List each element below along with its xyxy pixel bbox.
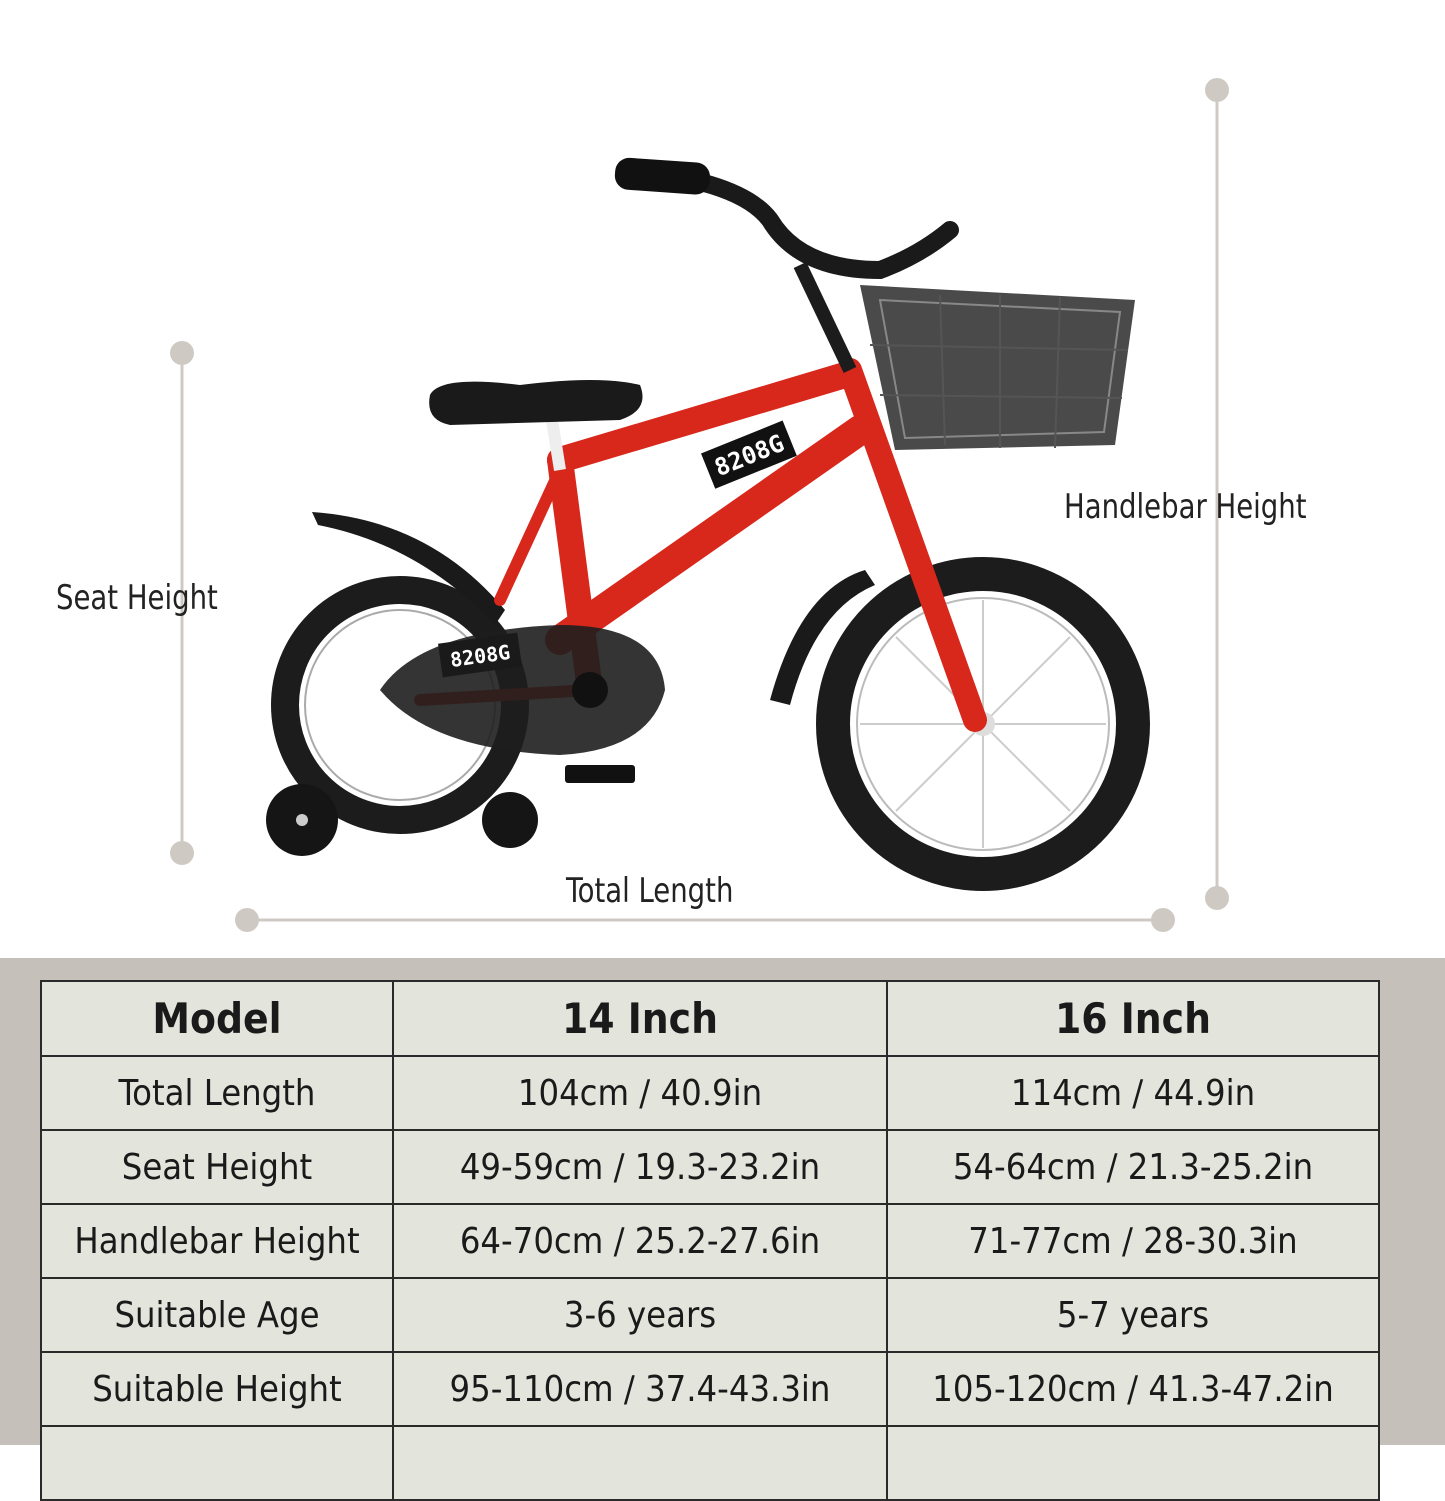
header-cell: 14 Inch — [392, 980, 888, 1057]
seat — [429, 380, 643, 425]
cell-14: 95-110cm / 37.4-43.3in — [392, 1351, 888, 1427]
seat-height-dimension-line — [170, 341, 194, 865]
handlebar-height-dimension-line — [1205, 78, 1229, 910]
product-image-area: 8208G 8208G Seat Height Handlebar Height… — [56, 78, 1307, 932]
row-label: Handlebar Height — [40, 1203, 394, 1279]
total-length-label: Total Length — [566, 871, 734, 911]
table-row: Seat Height 49-59cm / 19.3-23.2in 54-64c… — [40, 1129, 1380, 1205]
table-row: Suitable Age 3-6 years 5-7 years — [40, 1277, 1380, 1353]
total-length-dimension-line — [235, 908, 1175, 932]
empty-cell — [40, 1425, 394, 1501]
pedal — [565, 765, 635, 783]
cell-14: 3-6 years — [392, 1277, 888, 1353]
chain-guard — [380, 625, 665, 755]
spec-table: Model 14 Inch 16 Inch Total Length 104cm… — [40, 980, 1380, 1501]
table-row-cut-off — [40, 1425, 1380, 1501]
empty-cell — [392, 1425, 888, 1501]
cell-16: 71-77cm / 28-30.3in — [886, 1203, 1380, 1279]
handlebar-height-label: Handlebar Height — [1064, 487, 1307, 527]
header-cell: 16 Inch — [886, 980, 1380, 1057]
cell-14: 64-70cm / 25.2-27.6in — [392, 1203, 888, 1279]
cell-14: 49-59cm / 19.3-23.2in — [392, 1129, 888, 1205]
cell-14: 104cm / 40.9in — [392, 1055, 888, 1131]
front-fender — [770, 570, 875, 705]
cell-16: 105-120cm / 41.3-47.2in — [886, 1351, 1380, 1427]
cell-16: 54-64cm / 21.3-25.2in — [886, 1129, 1380, 1205]
cell-16: 114cm / 44.9in — [886, 1055, 1380, 1131]
table-header-row: Model 14 Inch 16 Inch — [40, 980, 1380, 1057]
header-cell: Model — [40, 980, 394, 1057]
row-label: Suitable Height — [40, 1351, 394, 1427]
seat-height-label: Seat Height — [56, 578, 218, 618]
bike-illustration: 8208G 8208G — [170, 78, 1229, 932]
row-label: Suitable Age — [40, 1277, 394, 1353]
empty-cell — [886, 1425, 1380, 1501]
row-label: Total Length — [40, 1055, 394, 1131]
cell-16: 5-7 years — [886, 1277, 1380, 1353]
row-label: Seat Height — [40, 1129, 394, 1205]
rear-fender — [312, 512, 505, 625]
handle-grip — [614, 157, 710, 195]
basket — [860, 285, 1135, 450]
handlebar — [616, 161, 959, 280]
table-row: Total Length 104cm / 40.9in 114cm / 44.9… — [40, 1055, 1380, 1131]
table-row: Handlebar Height 64-70cm / 25.2-27.6in 7… — [40, 1203, 1380, 1279]
table-row: Suitable Height 95-110cm / 37.4-43.3in 1… — [40, 1351, 1380, 1427]
